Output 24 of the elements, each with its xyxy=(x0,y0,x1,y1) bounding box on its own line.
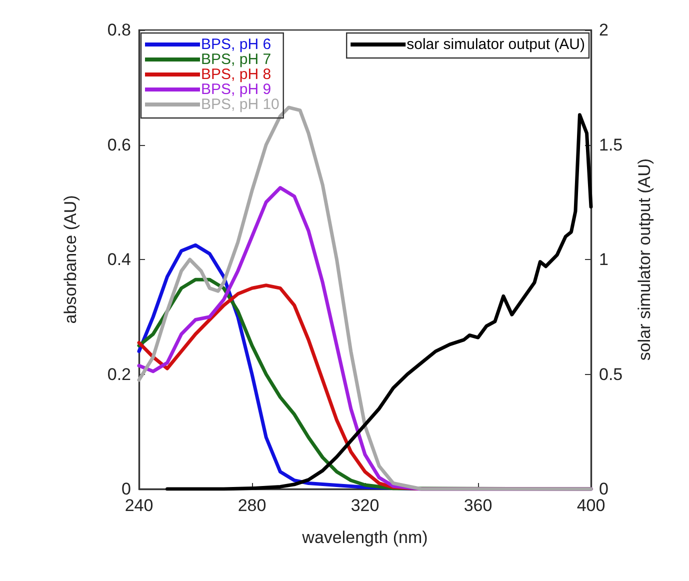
legend-label: BPS, pH 6 xyxy=(201,36,272,53)
y2-axis-title: solar simulator output (AU) xyxy=(635,158,654,361)
legend-label: BPS, pH 10 xyxy=(201,96,280,113)
x-axis-title: wavelength (nm) xyxy=(301,528,428,547)
legend-label: BPS, pH 8 xyxy=(201,66,272,83)
y2-tick-label: 0 xyxy=(599,480,608,498)
y2-tick-label: 2 xyxy=(599,20,608,40)
y-tick-label: 0.2 xyxy=(107,364,131,384)
y-axis-title: absorbance (AU) xyxy=(61,195,80,324)
x-tick-label: 320 xyxy=(350,496,380,515)
x-tick-label: 280 xyxy=(238,496,266,515)
x-tick-label: 240 xyxy=(124,496,154,515)
y2-tick-label: 1.5 xyxy=(599,135,623,154)
x-tick-label: 400 xyxy=(576,496,606,515)
x-tick-label: 360 xyxy=(464,496,492,515)
legend-label: BPS, pH 7 xyxy=(201,51,272,68)
y-tick-label: 0.4 xyxy=(107,250,131,269)
y2-tick-label: 1 xyxy=(599,250,608,269)
y-tick-label: 0.8 xyxy=(107,20,131,40)
legend-label: solar simulator output (AU) xyxy=(406,36,586,53)
y-tick-label: 0.6 xyxy=(107,135,131,154)
y-tick-label: 0 xyxy=(122,480,131,498)
y2-tick-label: 0.5 xyxy=(599,364,623,384)
legend-label: BPS, pH 9 xyxy=(201,81,272,98)
